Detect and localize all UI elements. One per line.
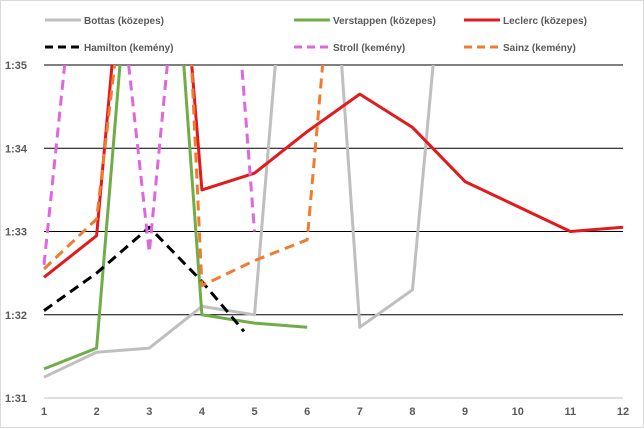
series-line-6 — [42, 65, 325, 288]
legend-label: Stroll (kemény) — [333, 43, 405, 54]
x-tick-label: 2 — [94, 406, 100, 418]
x-tick-label: 7 — [357, 406, 363, 418]
series-line-1 — [43, 65, 435, 379]
x-tick-label: 11 — [565, 406, 577, 418]
x-tick-label: 12 — [617, 406, 629, 418]
series-line-5 — [42, 65, 256, 265]
y-tick-label: 1:32 — [5, 310, 27, 322]
x-tick-label: 9 — [462, 406, 468, 418]
axes: 1:311:321:331:341:351 2 3 4 5 6 7 8 9 10 11 12 — [5, 60, 629, 418]
legend-label: Verstappen (közepes) — [333, 16, 436, 27]
x-tick-label: 5 — [251, 406, 257, 418]
legend: Bottas (közepes) Verstappen (közepes) Lecl… — [45, 16, 587, 54]
x-tick-label: 3 — [146, 406, 152, 418]
gridlines — [44, 64, 623, 399]
series-line-2 — [43, 65, 308, 371]
legend-label: Leclerc (közepes) — [503, 16, 587, 27]
x-tick-label: 6 — [304, 406, 310, 418]
series-line-4 — [43, 225, 246, 333]
y-tick-label: 1:35 — [5, 60, 27, 72]
series-lines — [42, 65, 624, 379]
x-tick-label: 4 — [199, 406, 206, 418]
y-tick-label: 1:33 — [5, 227, 27, 239]
y-tick-label: 1:34 — [5, 143, 28, 155]
legend-label: Hamilton (kemény) — [84, 43, 173, 54]
x-tick-label: 1 — [41, 406, 47, 418]
legend-label: Bottas (közepes) — [84, 16, 164, 27]
x-tick-label: 8 — [409, 406, 415, 418]
x-tick-label: 10 — [512, 406, 524, 418]
y-tick-label: 1:31 — [5, 393, 27, 405]
series-line-3 — [43, 65, 624, 279]
legend-label: Sainz (kemény) — [503, 43, 576, 54]
